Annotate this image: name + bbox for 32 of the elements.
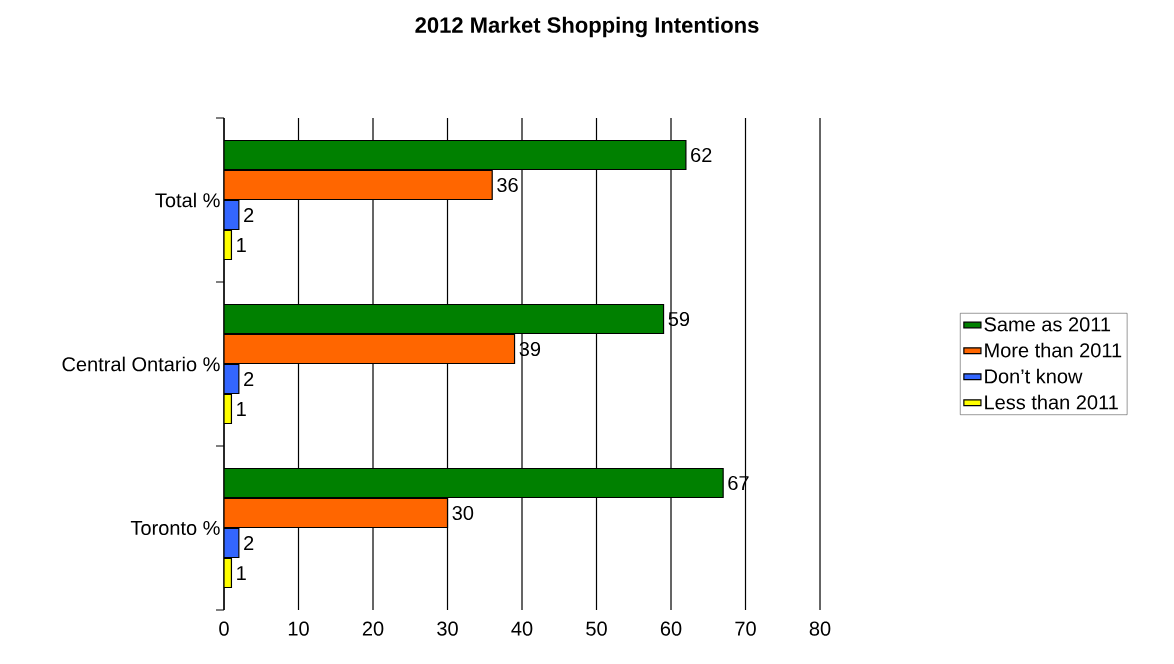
data-label: 1 [237,566,246,580]
x-tick-label: 60 [660,621,682,636]
bar [224,497,449,529]
data-label: 30 [452,505,474,521]
data-label: 2 [244,208,254,222]
chart-title: 2012 Market Shopping Intentions [415,16,759,38]
y-tick-label: Toronto % [130,520,220,536]
bar [224,303,665,335]
x-tick-label: 30 [437,621,458,636]
data-label: 1 [237,402,246,416]
x-tick-label: 20 [362,621,384,636]
data-label: 36 [497,177,518,193]
y-tick-label: Central Ontario % [62,356,220,372]
data-label: 62 [691,147,712,163]
legend-label: Don’t know [985,368,1083,384]
legend-label: Less than 2011 [985,394,1118,410]
legend-label: Same as 2011 [984,317,1111,332]
bar [224,467,724,499]
bar [224,169,493,201]
data-label: 2 [244,536,254,550]
data-label: 2 [244,372,254,386]
x-tick-label: 50 [586,621,607,636]
bar [224,139,687,171]
data-label: 1 [237,238,246,252]
y-tick-label: Total % [155,192,220,208]
bar [224,333,516,365]
x-tick-label: 80 [809,621,831,636]
x-tick-label: 40 [511,621,533,636]
legend-label: More than 2011 [985,342,1122,358]
x-tick-label: 0 [219,621,229,636]
x-tick-label: 70 [735,621,756,636]
x-tick-label: 10 [288,621,309,636]
